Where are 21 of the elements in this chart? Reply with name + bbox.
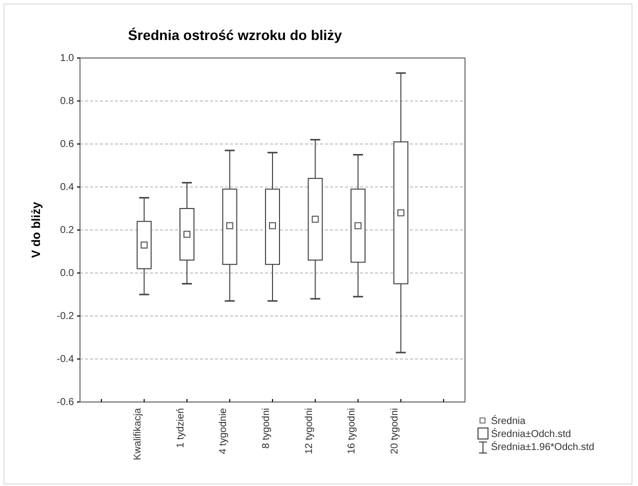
y-tick-label: -0.6: [56, 397, 74, 408]
y-axis-title: V do bliży: [29, 202, 43, 258]
x-tick-label: 1 tydzień: [175, 408, 186, 448]
y-tick-label: -0.4: [56, 354, 74, 366]
x-tick-label: 12 tygodni: [304, 408, 315, 454]
x-tick-label: 4 tygodnie: [218, 408, 230, 454]
y-tick-label: 1.0: [60, 53, 74, 64]
y-tick-label: 0.8: [60, 96, 74, 108]
x-tick-label: Kwalifikacja: [132, 408, 144, 460]
x-tick-label: 20 tygodni: [389, 408, 400, 454]
text: Średnia: [491, 415, 526, 427]
x-tick-label: 16 tygodni: [346, 408, 358, 454]
text: Średnia±1.96*Odch.std: [491, 441, 594, 453]
y-tick-label: 0.4: [60, 182, 74, 194]
x-tick-label: 8 tygodni: [261, 408, 272, 449]
y-tick-label: -0.2: [56, 311, 74, 322]
y-tick-label: 0.2: [60, 225, 74, 236]
y-tick-label: 0.6: [60, 139, 74, 150]
y-tick-label: 0.0: [60, 268, 74, 280]
chart-title: Średnia ostrość wzroku do bliży: [128, 27, 342, 43]
text: Średnia±Odch.std: [491, 428, 571, 440]
